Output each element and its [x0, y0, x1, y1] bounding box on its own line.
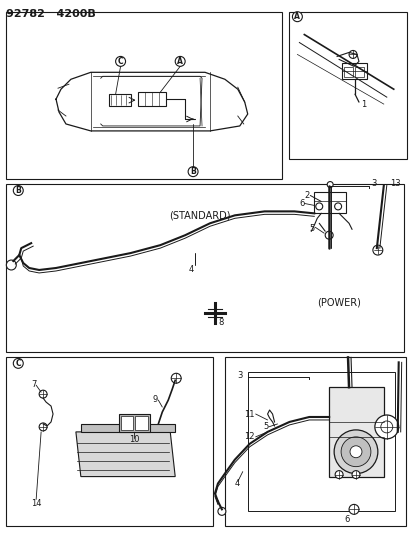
Circle shape [175, 56, 185, 66]
Text: A: A [294, 12, 299, 21]
Polygon shape [76, 432, 175, 477]
Text: 7: 7 [31, 379, 36, 389]
Circle shape [348, 51, 356, 59]
Text: B: B [15, 186, 21, 195]
Bar [108, 94, 130, 106]
Text: 5: 5 [263, 423, 268, 431]
Circle shape [349, 446, 361, 458]
Polygon shape [81, 424, 175, 432]
Circle shape [292, 12, 301, 22]
Circle shape [171, 373, 181, 383]
Text: 12: 12 [243, 432, 254, 441]
Bar [6, 358, 212, 526]
Text: 11: 11 [243, 409, 254, 418]
Circle shape [188, 167, 197, 176]
Circle shape [374, 415, 398, 439]
Bar [343, 67, 352, 77]
Bar [354, 67, 363, 77]
Text: (STANDARD): (STANDARD) [169, 211, 230, 220]
Bar [341, 63, 366, 79]
Text: 5: 5 [309, 224, 314, 233]
Text: 3: 3 [237, 371, 242, 380]
Circle shape [115, 56, 125, 66]
Bar [6, 12, 282, 179]
Circle shape [217, 507, 225, 515]
Bar [138, 92, 166, 106]
Bar [224, 358, 405, 526]
Text: 14: 14 [31, 499, 41, 508]
Circle shape [39, 423, 47, 431]
Circle shape [6, 260, 16, 270]
Text: 9: 9 [152, 394, 157, 403]
Circle shape [348, 504, 358, 514]
Circle shape [340, 437, 370, 467]
Circle shape [351, 471, 359, 479]
Text: C: C [15, 359, 21, 368]
Text: 4: 4 [188, 265, 193, 274]
Bar [135, 416, 148, 430]
Bar [313, 191, 345, 213]
Bar [120, 416, 133, 430]
Text: 4: 4 [234, 479, 240, 488]
Text: 8: 8 [217, 318, 223, 327]
Bar [118, 414, 150, 432]
Circle shape [326, 182, 332, 188]
Circle shape [335, 471, 342, 479]
Text: 6: 6 [344, 515, 349, 524]
Circle shape [315, 203, 322, 210]
Bar [328, 387, 383, 477]
Circle shape [334, 203, 341, 210]
Circle shape [13, 185, 23, 196]
Text: 1: 1 [360, 100, 366, 109]
Text: 2: 2 [304, 191, 309, 200]
Circle shape [325, 231, 332, 239]
Text: 92782   4200B: 92782 4200B [6, 9, 96, 19]
Text: 6: 6 [299, 199, 304, 208]
Circle shape [372, 245, 382, 255]
Circle shape [380, 421, 392, 433]
Bar [6, 183, 403, 352]
Text: A: A [177, 57, 183, 66]
Text: 10: 10 [129, 435, 140, 445]
Text: (POWER): (POWER) [316, 298, 360, 308]
Text: 3: 3 [370, 179, 375, 188]
Text: B: B [190, 167, 195, 176]
Bar [247, 372, 394, 511]
Circle shape [39, 390, 47, 398]
Bar [289, 12, 406, 159]
Circle shape [333, 430, 377, 474]
Text: C: C [117, 57, 123, 66]
Text: 13: 13 [389, 179, 399, 188]
Circle shape [13, 358, 23, 368]
